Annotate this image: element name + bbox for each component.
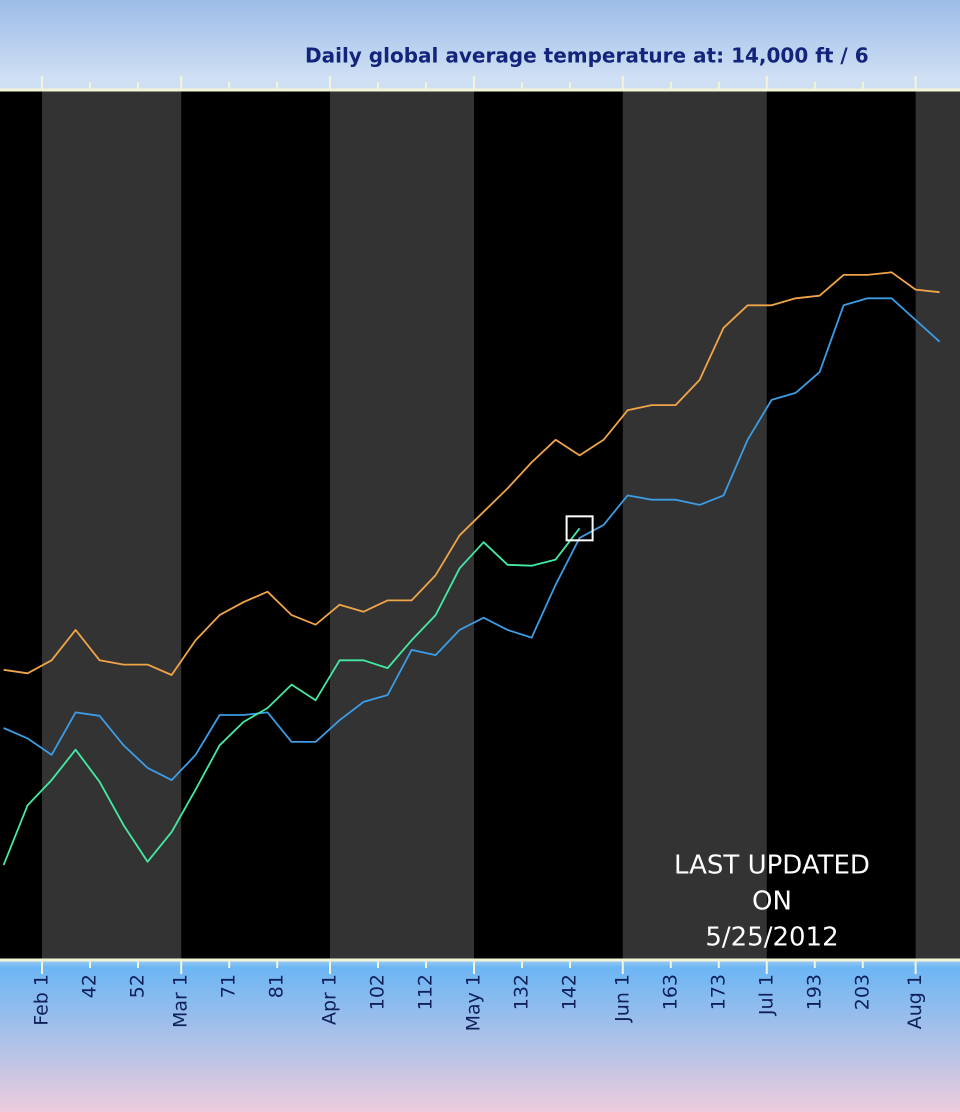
annotation: LAST UPDATED — [674, 851, 870, 881]
x-tick-label: 193 — [803, 974, 825, 1010]
x-tick-label: 71 — [218, 974, 240, 998]
annotation: ON — [752, 887, 792, 917]
chart-title: Daily global average temperature at: 14,… — [305, 44, 869, 68]
x-tick-label: Jun 1 — [611, 974, 633, 1023]
x-tick-label: May 1 — [463, 974, 485, 1031]
x-tick-label: 163 — [659, 974, 681, 1010]
series-line — [2, 527, 581, 866]
current-day-marker — [565, 515, 594, 542]
x-tick-label: 42 — [79, 974, 101, 998]
x-tick-label: 112 — [415, 974, 437, 1010]
x-tick-label: Jul 1 — [755, 974, 777, 1016]
x-tick-label: 102 — [367, 974, 389, 1010]
x-tick-label: 142 — [559, 974, 581, 1010]
x-tick-label: 52 — [127, 974, 149, 998]
x-tick-label: 173 — [707, 974, 729, 1010]
x-tick-label: 132 — [511, 974, 533, 1010]
month-band — [330, 90, 474, 960]
month-band — [915, 90, 960, 960]
annotation: 5/25/2012 — [705, 923, 838, 953]
x-tick-label: Feb 1 — [31, 974, 53, 1026]
x-tick-label: Mar 1 — [170, 974, 192, 1028]
x-tick-label: 81 — [266, 974, 288, 998]
x-tick-label: 203 — [851, 974, 873, 1010]
month-band — [622, 90, 767, 960]
x-tick-label: Apr 1 — [319, 974, 341, 1025]
series-line — [3, 271, 940, 676]
series-line — [3, 297, 941, 781]
month-band — [42, 90, 182, 960]
x-tick-label: Aug 1 — [904, 974, 926, 1029]
